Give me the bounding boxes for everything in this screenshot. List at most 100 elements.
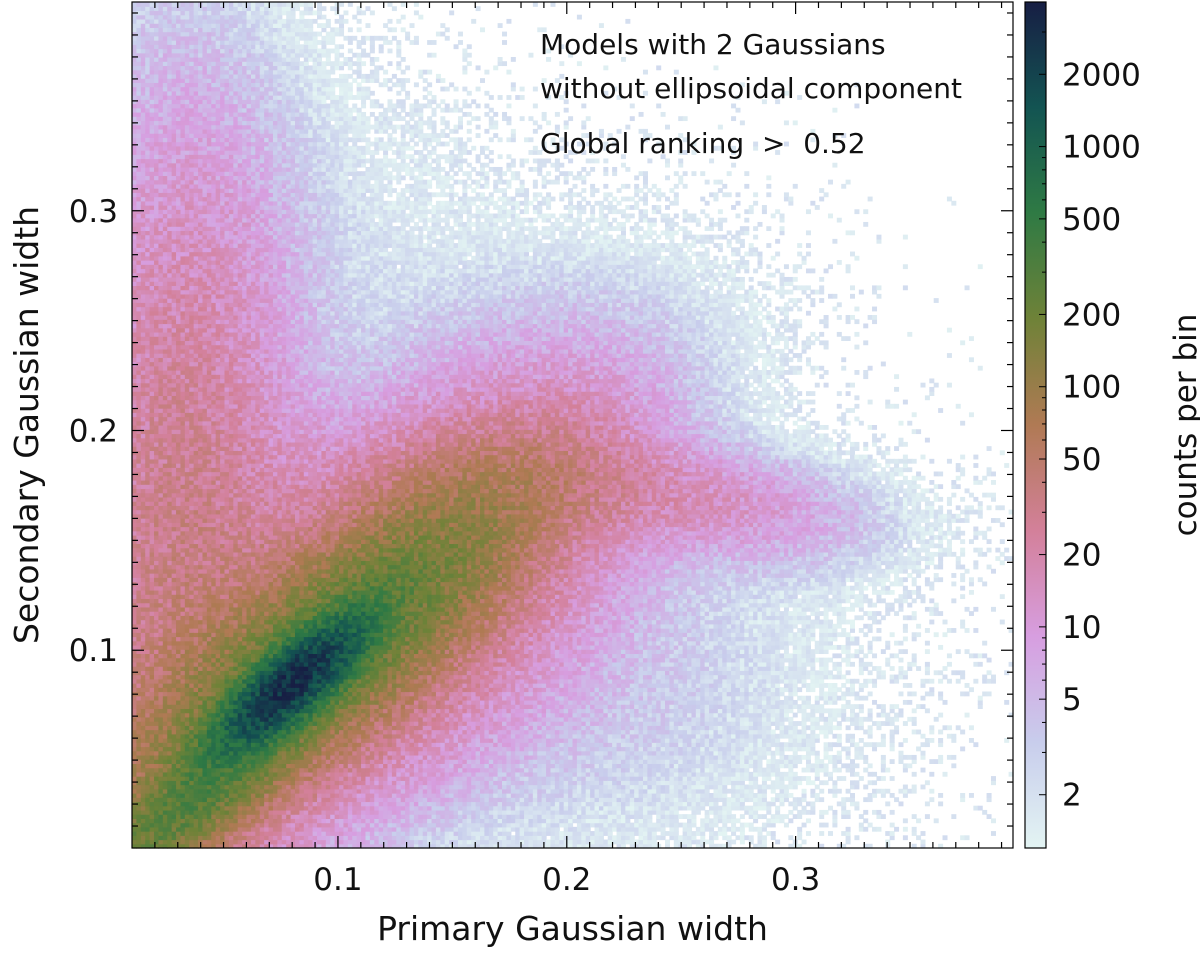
heatmap-cell: [206, 2, 212, 7]
heatmap-cell: [145, 226, 151, 232]
heatmap-cell: [145, 729, 151, 735]
heatmap-cell: [220, 835, 226, 841]
heatmap-cell: [145, 365, 151, 371]
heatmap-cell: [189, 661, 195, 667]
heatmap-cell: [228, 446, 234, 451]
heatmap-cell: [202, 839, 208, 845]
heatmap-cell: [140, 78, 146, 83]
heatmap-cell: [167, 166, 173, 172]
heatmap-cell: [228, 674, 234, 680]
heatmap-cell: [220, 805, 226, 811]
heatmap-cell: [189, 488, 195, 494]
heatmap-cell: [167, 526, 173, 532]
heatmap-cell: [149, 767, 155, 773]
heatmap-cell: [180, 200, 186, 206]
heatmap-cell: [184, 133, 190, 138]
heatmap-cell: [149, 831, 155, 836]
heatmap-cell: [202, 61, 208, 67]
heatmap-cell: [154, 539, 160, 545]
heatmap-cell: [206, 788, 212, 794]
heatmap-cell: [162, 729, 168, 735]
heatmap-cell: [171, 52, 177, 58]
heatmap-cell: [233, 636, 239, 642]
heatmap-cell: [154, 594, 160, 600]
heatmap-cell: [167, 670, 173, 676]
heatmap-cell: [206, 183, 212, 189]
heatmap-cell: [233, 48, 239, 54]
heatmap-cell: [154, 44, 160, 50]
heatmap-cell: [140, 750, 146, 756]
heatmap-cell: [136, 183, 142, 189]
heatmap-cell: [140, 103, 146, 109]
heatmap-cell: [206, 708, 212, 714]
heatmap-cell: [176, 260, 182, 265]
heatmap-cell: [171, 86, 177, 92]
heatmap-cell: [211, 205, 217, 210]
heatmap-cell: [140, 86, 146, 92]
heatmap-cell: [215, 733, 221, 739]
heatmap-cell: [158, 35, 164, 41]
heatmap-cell: [202, 661, 208, 667]
heatmap-cell: [136, 632, 142, 638]
heatmap-cell: [189, 395, 195, 401]
heatmap-cell: [149, 95, 155, 100]
heatmap-cell: [140, 826, 146, 832]
heatmap-cell: [167, 788, 173, 794]
heatmap-cell: [171, 327, 177, 333]
heatmap-cell: [220, 611, 226, 616]
heatmap-cell: [198, 408, 204, 413]
heatmap-cell: [154, 213, 160, 219]
heatmap-cell: [228, 530, 234, 536]
heatmap-cell: [193, 433, 199, 439]
heatmap-cell: [132, 513, 137, 519]
heatmap-cell: [145, 763, 151, 769]
heatmap-cell: [167, 725, 173, 731]
heatmap-cell: [149, 268, 155, 274]
heatmap-cell: [224, 763, 230, 769]
heatmap-cell: [189, 353, 195, 358]
heatmap-cell: [189, 581, 195, 587]
heatmap-cell: [198, 10, 204, 16]
heatmap-cell: [149, 65, 155, 71]
heatmap-cell: [136, 619, 142, 625]
heatmap-cell: [237, 699, 243, 705]
heatmap-cell: [215, 729, 221, 735]
heatmap-cell: [198, 797, 204, 803]
heatmap-cell: [189, 505, 195, 511]
heatmap-cell: [162, 501, 168, 506]
heatmap-cell: [162, 551, 168, 557]
heatmap-cell: [198, 699, 204, 705]
heatmap-cell: [202, 128, 208, 134]
heatmap-cell: [193, 327, 199, 333]
heatmap-cell: [171, 61, 177, 67]
heatmap-cell: [154, 509, 160, 515]
heatmap-cell: [206, 801, 212, 807]
heatmap-cell: [198, 391, 204, 396]
heatmap-cell: [180, 306, 186, 312]
heatmap-cell: [162, 61, 168, 67]
heatmap-cell: [233, 479, 239, 485]
heatmap-cell: [202, 577, 208, 583]
heatmap-cell: [193, 391, 199, 396]
heatmap-cell: [206, 10, 212, 16]
heatmap-cell: [233, 509, 239, 515]
heatmap-cell: [140, 18, 146, 24]
heatmap-cell: [224, 10, 230, 16]
heatmap-cell: [193, 217, 199, 223]
heatmap-cell: [176, 589, 182, 595]
heatmap-cell: [145, 742, 151, 748]
heatmap-cell: [136, 382, 142, 388]
heatmap-cell: [211, 382, 217, 388]
heatmap-cell: [180, 437, 186, 443]
heatmap-cell: [145, 657, 151, 663]
heatmap-cell: [140, 666, 146, 671]
heatmap-cell: [158, 103, 164, 109]
heatmap-cell: [224, 120, 230, 126]
heatmap-cell: [176, 327, 182, 333]
heatmap-cell: [202, 805, 208, 811]
heatmap-cell: [176, 699, 182, 705]
heatmap-cell: [189, 539, 195, 545]
heatmap-cell: [132, 48, 137, 54]
heatmap-cell: [233, 23, 239, 28]
heatmap-cell: [149, 103, 155, 109]
